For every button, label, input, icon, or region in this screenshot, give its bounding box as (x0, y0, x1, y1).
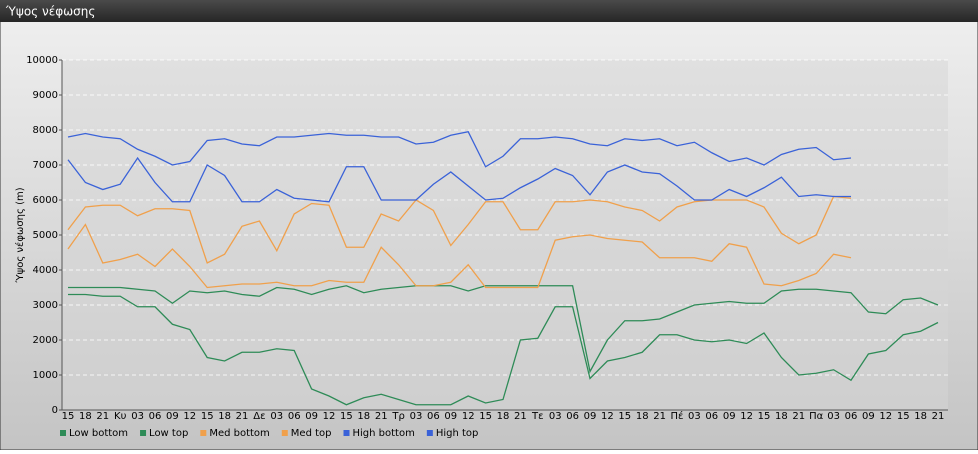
legend-label: High bottom (353, 428, 415, 439)
x-tick-label: 21 (375, 411, 388, 422)
x-tick-label: 03 (827, 411, 840, 422)
x-tick-label: 15 (897, 411, 910, 422)
x-tick-label: 12 (601, 411, 614, 422)
x-tick-label: 21 (932, 411, 945, 422)
legend-swatch (426, 430, 433, 436)
x-tick-label: 09 (444, 411, 457, 422)
x-tick-label: 18 (914, 411, 927, 422)
y-tick-label: 0 (52, 405, 58, 416)
x-tick-label: 18 (79, 411, 92, 422)
series-line (68, 285, 939, 374)
y-tick-label: 10000 (26, 55, 58, 66)
y-tick-label: 1000 (33, 370, 58, 381)
y-tick-label: 8000 (33, 125, 58, 136)
x-tick-label: 06 (149, 411, 162, 422)
series-line (67, 195, 852, 264)
x-tick-label: 15 (201, 411, 214, 422)
x-tick-label: 03 (131, 411, 144, 422)
x-tick-label: 03 (270, 411, 283, 422)
y-tick-label: 9000 (33, 90, 58, 101)
x-tick-label: 06 (566, 411, 579, 422)
legend-label: High top (436, 428, 479, 439)
x-tick-label: Πα (809, 411, 824, 422)
x-tick-label: Πέ (671, 410, 684, 422)
x-tick-label: 09 (723, 411, 736, 422)
series-line (67, 223, 852, 289)
x-tick-label: 15 (479, 411, 492, 422)
x-tick-label: Τε (531, 411, 544, 422)
x-tick-label: 06 (845, 411, 858, 422)
y-tick-label: 5000 (33, 230, 58, 241)
title-bar (0, 0, 978, 22)
x-tick-label: 06 (427, 411, 440, 422)
x-tick-label: 21 (236, 411, 249, 422)
x-tick-label: 09 (305, 411, 318, 422)
x-tick-label: 06 (705, 411, 718, 422)
x-tick-label: Τρ (391, 411, 404, 422)
legend-label: Med top (291, 428, 332, 439)
x-tick-label: 12 (462, 411, 475, 422)
x-tick-label: 03 (549, 411, 562, 422)
series-line (68, 293, 939, 406)
x-tick-label: 15 (340, 411, 353, 422)
x-tick-label: 12 (183, 411, 196, 422)
y-tick-label: 2000 (33, 335, 58, 346)
x-tick-label: 12 (740, 411, 753, 422)
legend-swatch (140, 430, 147, 436)
x-tick-label: 09 (862, 411, 875, 422)
legend-label: Med bottom (209, 428, 269, 439)
x-tick-label: 15 (758, 411, 771, 422)
y-tick-label: 7000 (33, 160, 58, 171)
x-tick-label: 21 (514, 411, 527, 422)
x-tick-label: 15 (618, 411, 631, 422)
x-tick-label: 18 (357, 411, 370, 422)
x-tick-label: 18 (218, 411, 231, 422)
y-tick-label: 4000 (33, 265, 58, 276)
x-tick-label: 03 (688, 411, 701, 422)
y-axis-label: Ύψος νέφωσης (m) (14, 187, 26, 283)
y-tick-label: 3000 (33, 300, 58, 311)
x-tick-label: 21 (653, 411, 666, 422)
legend-label: Low top (149, 428, 188, 439)
series-line (67, 156, 851, 203)
legend-swatch (281, 430, 288, 436)
x-tick-label: 09 (584, 411, 597, 422)
x-tick-label: 12 (323, 411, 336, 422)
x-tick-label: 21 (792, 411, 805, 422)
x-tick-label: 15 (62, 411, 75, 422)
x-tick-label: 18 (775, 411, 788, 422)
window-title: Ύψος νέφωσης (5, 5, 95, 19)
x-tick-label: 06 (288, 411, 301, 422)
x-tick-label: 09 (166, 411, 179, 422)
x-tick-label: 21 (96, 411, 109, 422)
series-line (67, 131, 852, 168)
legend-swatch (200, 430, 207, 436)
legend-swatch (60, 430, 66, 436)
legend-label: Low bottom (69, 428, 128, 439)
x-tick-label: 12 (879, 411, 892, 422)
legend-swatch (343, 430, 350, 436)
y-tick-label: 6000 (33, 195, 58, 206)
x-tick-label: 18 (636, 411, 649, 422)
x-tick-label: 03 (410, 411, 423, 422)
x-tick-label: Κυ (114, 411, 127, 422)
x-tick-label: 18 (497, 411, 510, 422)
x-tick-label: Δε (253, 411, 265, 422)
